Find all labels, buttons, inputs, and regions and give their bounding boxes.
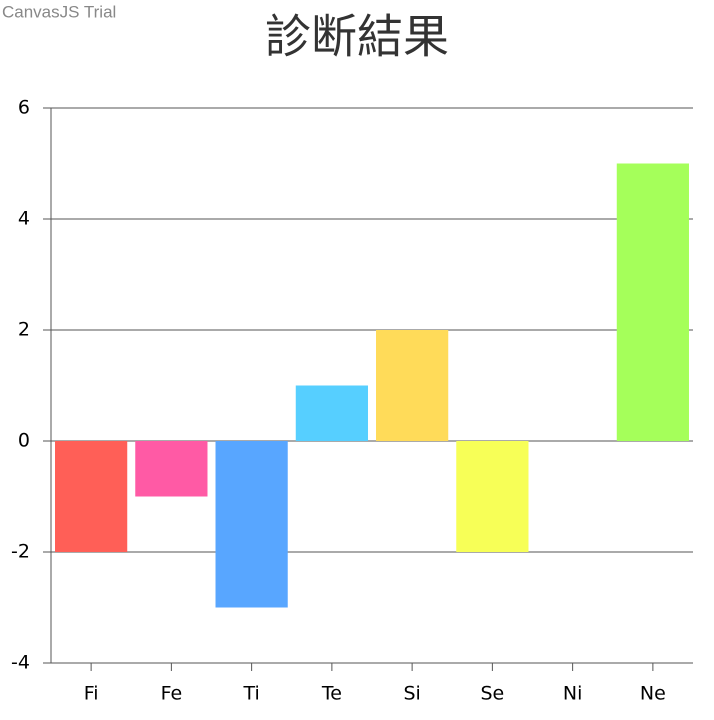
y-tick-label: -2 <box>11 541 30 563</box>
x-tick-label: Ti <box>242 683 259 705</box>
y-tick-label: 2 <box>18 319 30 341</box>
bar <box>135 441 208 497</box>
watermark: CanvasJS Trial <box>2 2 116 21</box>
x-tick-label: Se <box>481 683 505 705</box>
y-tick-label: 6 <box>18 97 30 119</box>
bar <box>456 441 529 552</box>
x-tick-label: Ni <box>563 683 583 705</box>
x-tick-label: Te <box>321 683 342 705</box>
x-tick-label: Si <box>403 683 420 705</box>
y-tick-label: -4 <box>11 652 30 674</box>
chart-title: 診断結果 <box>265 10 449 64</box>
x-tick-label: Fe <box>161 683 183 705</box>
x-tick-label: Fi <box>84 683 99 705</box>
y-tick-label: 0 <box>18 430 30 452</box>
bar <box>376 330 449 441</box>
x-tick-label: Ne <box>640 683 666 705</box>
bar <box>55 441 128 552</box>
bar <box>616 163 689 441</box>
y-tick-label: 4 <box>18 208 30 230</box>
bar <box>295 385 368 441</box>
bar <box>215 441 288 608</box>
